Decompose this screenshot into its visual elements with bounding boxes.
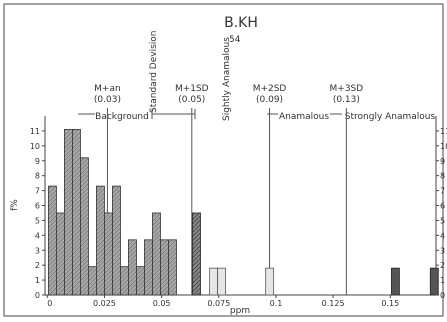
zone-label-anamalous: Anamalous bbox=[279, 112, 329, 122]
y-axis-label: f% bbox=[10, 199, 20, 211]
y-tick-label-right-6: 6 bbox=[440, 202, 445, 211]
y-tick-label-left-10: 10 bbox=[30, 142, 40, 151]
x-tick-label-5: 0.125 bbox=[322, 299, 345, 308]
threshold-value-2: (0.09) bbox=[256, 95, 283, 105]
y-tick-label-left-3: 3 bbox=[35, 246, 40, 255]
y-tick-label-right-11: 11 bbox=[440, 127, 447, 136]
bar-background-7 bbox=[104, 212, 113, 296]
bar-background-4 bbox=[80, 157, 89, 296]
y-tick-label-right-4: 4 bbox=[440, 231, 445, 240]
bar-background-6 bbox=[96, 185, 105, 296]
y-tick-label-left-11: 11 bbox=[30, 127, 40, 136]
zone-label-standard-devision: Standard Devision bbox=[149, 31, 159, 114]
y-tick-label-right-2: 2 bbox=[440, 261, 445, 270]
bar-background-5 bbox=[88, 266, 97, 296]
bar-background-2 bbox=[64, 129, 73, 296]
zone-label-sightly-anamalous: Sightly Anamalous bbox=[222, 37, 232, 121]
bar-background-12 bbox=[144, 239, 153, 296]
threshold-layer: M+an(0.03) M+1SD(0.05) M+2SD(0.09) M+3SD(0.… bbox=[94, 84, 363, 295]
y-tick-label-right-9: 9 bbox=[440, 157, 445, 166]
y-tick-label-left-8: 8 bbox=[35, 172, 40, 181]
bar-background-8 bbox=[112, 185, 121, 296]
chart-subtitle: 54 bbox=[229, 35, 241, 45]
x-tick-label-0: 0 bbox=[47, 299, 52, 308]
y-tick-label-right-7: 7 bbox=[440, 187, 445, 196]
y-tick-label-right-1: 1 bbox=[440, 276, 445, 285]
y-tick-label-left-1: 1 bbox=[35, 276, 40, 285]
zone-dividers bbox=[78, 109, 342, 119]
y-tick-label-left-4: 4 bbox=[35, 231, 40, 240]
chart-title: B.KH bbox=[224, 15, 258, 31]
bar-background-14 bbox=[160, 239, 169, 296]
y-tick-label-right-8: 8 bbox=[440, 172, 445, 181]
y-ticks: 0011223344556677889910101111 bbox=[30, 127, 447, 300]
chart-frame bbox=[3, 3, 444, 317]
y-tick-label-left-6: 6 bbox=[35, 202, 40, 211]
bar-background-3 bbox=[72, 129, 81, 296]
x-tick-label-6: 0.15 bbox=[381, 299, 399, 308]
x-ticks: 0 0.025 0.05 0.075 0.1 0.125 0.15 bbox=[46, 295, 399, 308]
bar-strongly-0 bbox=[391, 267, 400, 296]
threshold-label-0: M+an bbox=[94, 84, 121, 94]
bar-background-0 bbox=[48, 185, 57, 296]
bar-background-15 bbox=[168, 239, 177, 296]
threshold-label-2: M+2SD bbox=[253, 84, 287, 94]
zone-label-background: Background bbox=[95, 112, 149, 122]
bar-layer bbox=[48, 129, 439, 296]
bar-strongly-1 bbox=[429, 267, 439, 296]
x-tick-label-1: 0.025 bbox=[93, 299, 116, 308]
threshold-value-3: (0.13) bbox=[333, 95, 360, 105]
y-tick-label-left-7: 7 bbox=[35, 187, 40, 196]
bar-background-11 bbox=[136, 266, 145, 296]
x-tick-label-3: 0.075 bbox=[207, 299, 230, 308]
bar-anomalous-2 bbox=[265, 267, 275, 296]
x-tick-label-2: 0.05 bbox=[153, 299, 171, 308]
y-tick-label-left-0: 0 bbox=[35, 291, 40, 300]
bar-slightly-0 bbox=[192, 212, 201, 296]
y-tick-label-left-5: 5 bbox=[35, 216, 40, 225]
bar-background-1 bbox=[56, 212, 65, 296]
threshold-value-1: (0.05) bbox=[178, 95, 205, 105]
y-tick-label-right-10: 10 bbox=[440, 142, 447, 151]
x-tick-label-4: 0.1 bbox=[270, 299, 283, 308]
threshold-label-3: M+3SD bbox=[330, 84, 364, 94]
threshold-value-0: (0.03) bbox=[94, 95, 121, 105]
zone-label-strongly-anamalous: Strongly Anamalous bbox=[345, 112, 436, 122]
y-tick-label-left-9: 9 bbox=[35, 157, 40, 166]
bar-background-10 bbox=[128, 239, 137, 296]
bar-background-9 bbox=[120, 266, 129, 296]
bar-background-13 bbox=[152, 212, 161, 296]
bar-anomalous-1 bbox=[217, 267, 227, 296]
y-tick-label-right-3: 3 bbox=[440, 246, 445, 255]
bar-anomalous-0 bbox=[209, 267, 219, 296]
y-tick-label-right-0: 0 bbox=[440, 291, 445, 300]
y-tick-label-left-2: 2 bbox=[35, 261, 40, 270]
y-tick-label-right-5: 5 bbox=[440, 216, 445, 225]
threshold-label-1: M+1SD bbox=[175, 84, 209, 94]
x-axis-label: ppm bbox=[230, 306, 250, 316]
